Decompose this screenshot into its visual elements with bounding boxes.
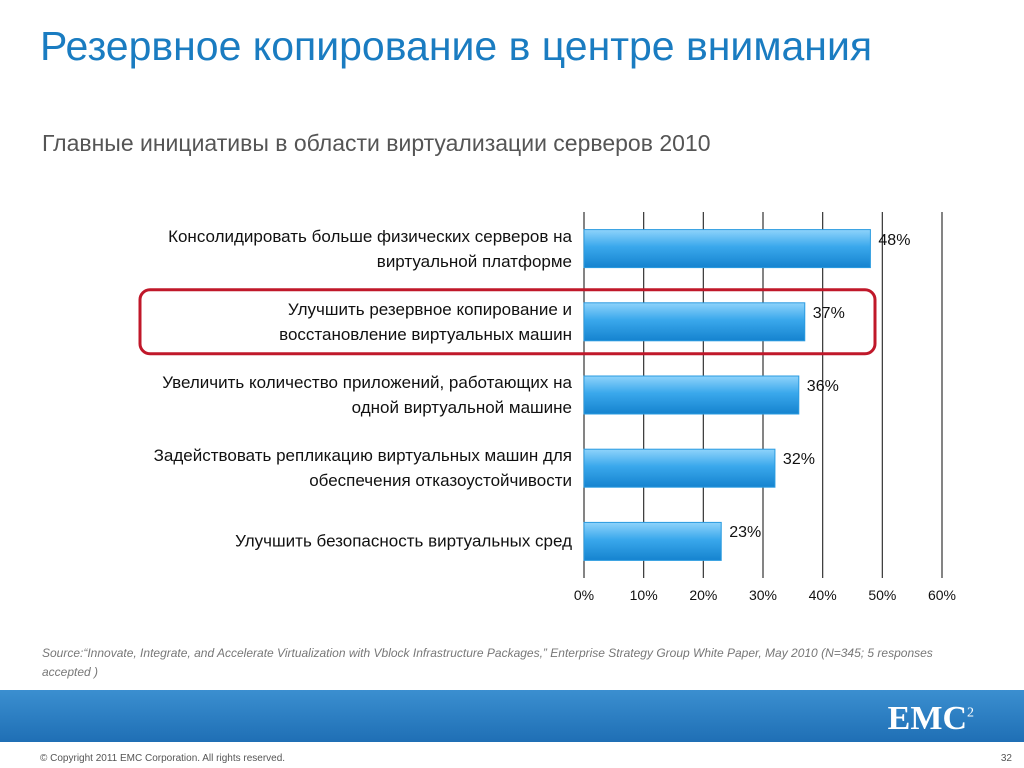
highlight-box [138, 288, 877, 356]
subtitle: Главные инициативы в области виртуализац… [42, 130, 711, 156]
value-label: 48% [878, 231, 911, 249]
category-label: Задействовать репликацию виртуальных маш… [153, 446, 572, 491]
bar [583, 229, 871, 269]
x-tick-label: 10% [629, 587, 658, 603]
copyright: © Copyright 2011 EMC Corporation. All ri… [40, 753, 286, 764]
category-label: Консолидировать больше физических сервер… [168, 226, 572, 271]
bar [583, 302, 806, 342]
category-label: Увеличить количество приложений, работаю… [162, 373, 572, 417]
page-number: 32 [1000, 753, 1012, 764]
x-tick-label: 60% [927, 587, 957, 603]
title: Резервное копирование в центре внимания [40, 23, 873, 69]
value-label: 23% [729, 524, 762, 542]
value-label: 37% [812, 304, 845, 322]
bar [583, 521, 722, 561]
value-label: 32% [782, 451, 815, 469]
x-tick-label: 0% [573, 587, 595, 603]
bar [583, 375, 800, 415]
x-tick-label: 30% [748, 587, 778, 603]
footer-band [0, 690, 1024, 742]
logo: EMC2 [888, 700, 974, 738]
chart [138, 212, 943, 578]
bar [583, 448, 776, 488]
x-tick-label: 40% [808, 587, 837, 603]
logo-sup: 2 [967, 705, 974, 721]
category-label: Улучшить резервное копирование и восстан… [279, 299, 572, 344]
x-tick-label: 50% [868, 587, 897, 603]
value-label: 36% [806, 378, 839, 395]
source-note: Source:“Innovate, Integrate, and Acceler… [42, 646, 933, 679]
logo-text: EMC [887, 700, 967, 737]
category-label: Улучшить безопасность виртуальных сред [235, 531, 572, 551]
x-tick-label: 20% [689, 587, 718, 603]
